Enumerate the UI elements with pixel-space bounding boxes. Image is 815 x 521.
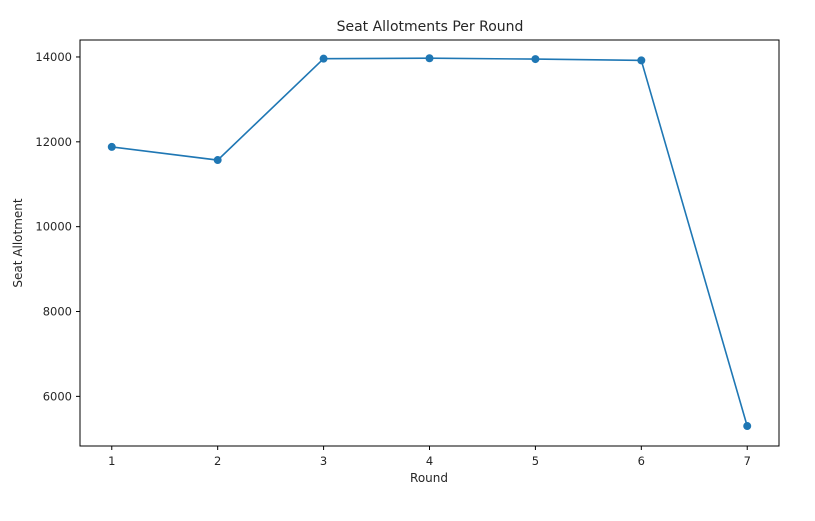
x-tick-label: 3 bbox=[320, 454, 327, 468]
series-line bbox=[111, 57, 748, 427]
data-point bbox=[425, 54, 434, 63]
plot-frame bbox=[79, 39, 780, 447]
data-point bbox=[213, 156, 222, 165]
x-axis-label: Round bbox=[410, 471, 448, 485]
y-tick-label: 8000 bbox=[43, 305, 72, 319]
x-tick-label: 6 bbox=[638, 454, 645, 468]
series-layer bbox=[107, 54, 752, 431]
x-tick-label: 2 bbox=[214, 454, 221, 468]
x-tick-label: 4 bbox=[426, 454, 433, 468]
x-tick-label: 5 bbox=[532, 454, 539, 468]
x-tick-label: 1 bbox=[108, 454, 115, 468]
y-axis-ticks: 6000 8000 10000 12000 14000 bbox=[35, 50, 80, 403]
data-point bbox=[637, 56, 646, 65]
y-tick-label: 12000 bbox=[35, 135, 72, 149]
data-point bbox=[107, 142, 116, 151]
y-tick-label: 14000 bbox=[35, 50, 72, 64]
x-axis-ticks: 1 2 3 4 5 6 7 bbox=[108, 446, 751, 468]
data-point bbox=[743, 422, 752, 431]
x-tick-label: 7 bbox=[744, 454, 751, 468]
y-tick-label: 10000 bbox=[35, 220, 72, 234]
data-point bbox=[531, 55, 540, 64]
data-point bbox=[319, 54, 328, 63]
y-axis-label: Seat Allotment bbox=[11, 198, 25, 287]
y-tick-label: 6000 bbox=[43, 389, 72, 403]
chart-title: Seat Allotments Per Round bbox=[337, 19, 524, 35]
